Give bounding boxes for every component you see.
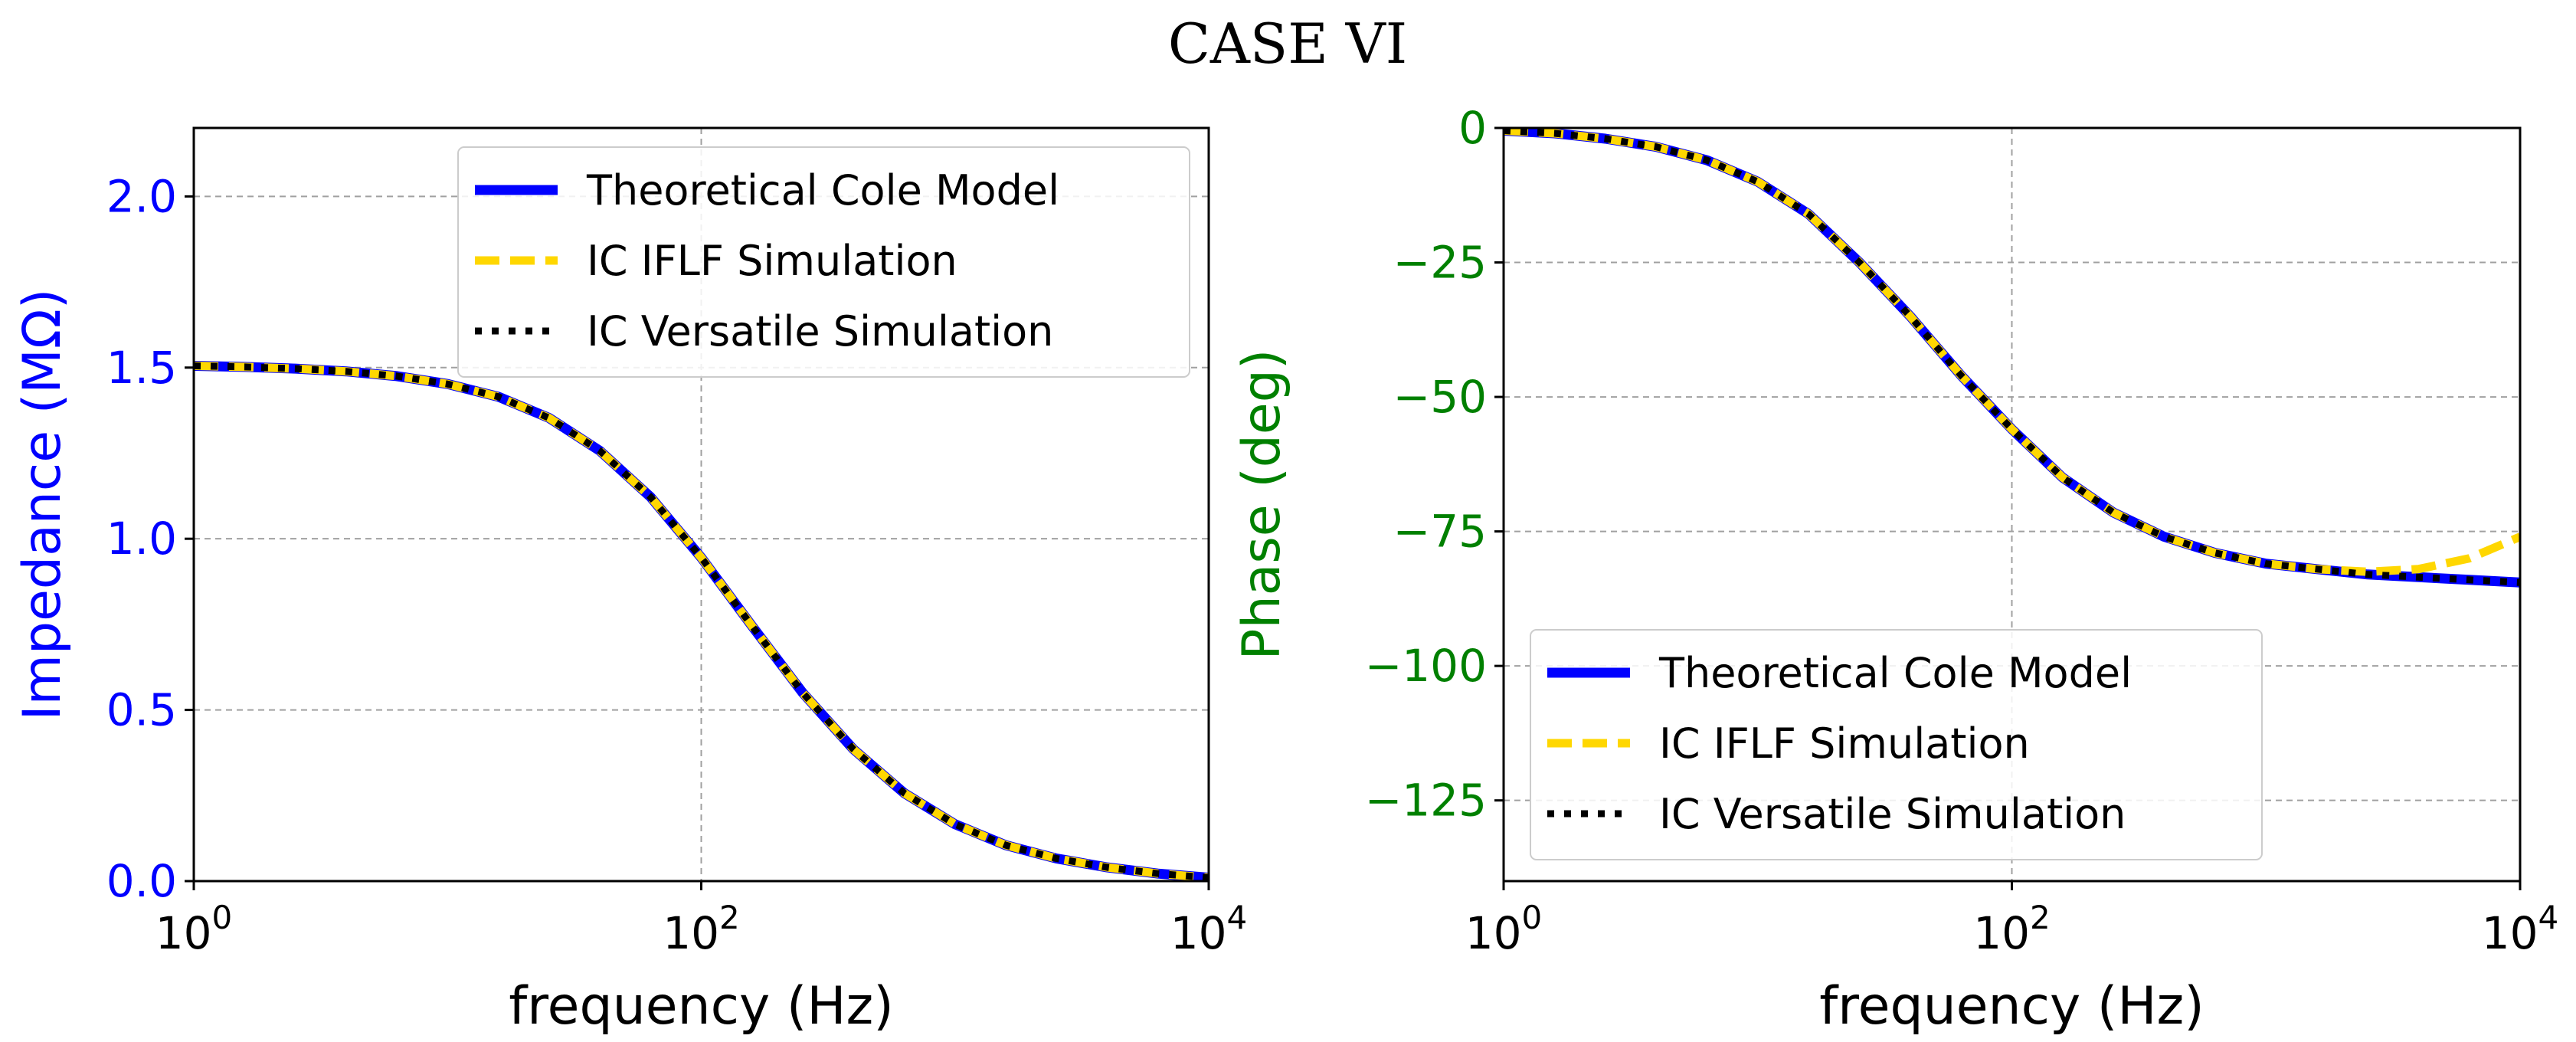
x-tick-base: 10 bbox=[1973, 907, 2030, 959]
y-tick-label: 0 bbox=[1458, 102, 1487, 154]
legend-label: IC Versatile Simulation bbox=[587, 307, 1053, 356]
y-tick-label: −50 bbox=[1393, 371, 1487, 423]
legend-label: Theoretical Cole Model bbox=[586, 166, 1059, 215]
legend-box bbox=[1530, 629, 2263, 860]
x-tick-base: 10 bbox=[1465, 907, 1522, 959]
x-axis-label: frequency (Hz) bbox=[509, 976, 894, 1037]
y-tick-label: −100 bbox=[1365, 640, 1487, 692]
figure-title: CASE VI bbox=[1168, 11, 1407, 76]
x-tick-exponent: 2 bbox=[2030, 899, 2051, 936]
legend-box bbox=[457, 146, 1190, 378]
x-tick-base: 10 bbox=[663, 907, 719, 959]
x-tick-label: 100 bbox=[1465, 899, 1543, 959]
x-tick-label: 102 bbox=[1973, 899, 2051, 959]
x-tick-base: 10 bbox=[2482, 907, 2538, 959]
series-line-ic-versatile-simulation bbox=[1504, 128, 2520, 586]
x-tick-label: 102 bbox=[663, 899, 740, 959]
x-tick-exponent: 2 bbox=[719, 899, 740, 936]
legend-label: Theoretical Cole Model bbox=[1658, 649, 2132, 697]
legend-label: IC IFLF Simulation bbox=[587, 237, 957, 285]
legend-label: IC Versatile Simulation bbox=[1659, 790, 2126, 838]
y-axis-label: Phase (deg) bbox=[1232, 349, 1292, 660]
y-tick-label: −125 bbox=[1365, 775, 1487, 827]
x-tick-base: 10 bbox=[155, 907, 212, 959]
x-axis-label: frequency (Hz) bbox=[1819, 976, 2204, 1037]
x-tick-label: 100 bbox=[155, 899, 233, 959]
y-tick-label: −75 bbox=[1393, 506, 1487, 558]
x-tick-label: 104 bbox=[2482, 899, 2559, 959]
series-line-ic-versatile-simulation bbox=[194, 362, 1209, 881]
y-tick-label: 0.5 bbox=[106, 684, 177, 736]
y-tick-label: 1.0 bbox=[106, 513, 177, 565]
legend-label: IC IFLF Simulation bbox=[1659, 719, 2030, 768]
y-tick-label: 0.0 bbox=[106, 855, 177, 907]
legend: Theoretical Cole Model IC IFLF Simulation… bbox=[1530, 629, 2263, 860]
x-tick-base: 10 bbox=[1170, 907, 1227, 959]
legend: Theoretical Cole Model IC IFLF Simulation… bbox=[457, 146, 1190, 378]
y-tick-label: 2.0 bbox=[106, 170, 177, 222]
y-tick-label: 1.5 bbox=[106, 342, 177, 394]
x-tick-exponent: 0 bbox=[212, 899, 233, 936]
y-axis-label: Impedance (MΩ) bbox=[12, 289, 73, 721]
x-tick-label: 104 bbox=[1170, 899, 1248, 959]
y-tick-label: −25 bbox=[1393, 237, 1487, 289]
x-tick-exponent: 4 bbox=[2538, 899, 2559, 936]
x-tick-exponent: 0 bbox=[1522, 899, 1543, 936]
x-tick-exponent: 4 bbox=[1227, 899, 1248, 936]
